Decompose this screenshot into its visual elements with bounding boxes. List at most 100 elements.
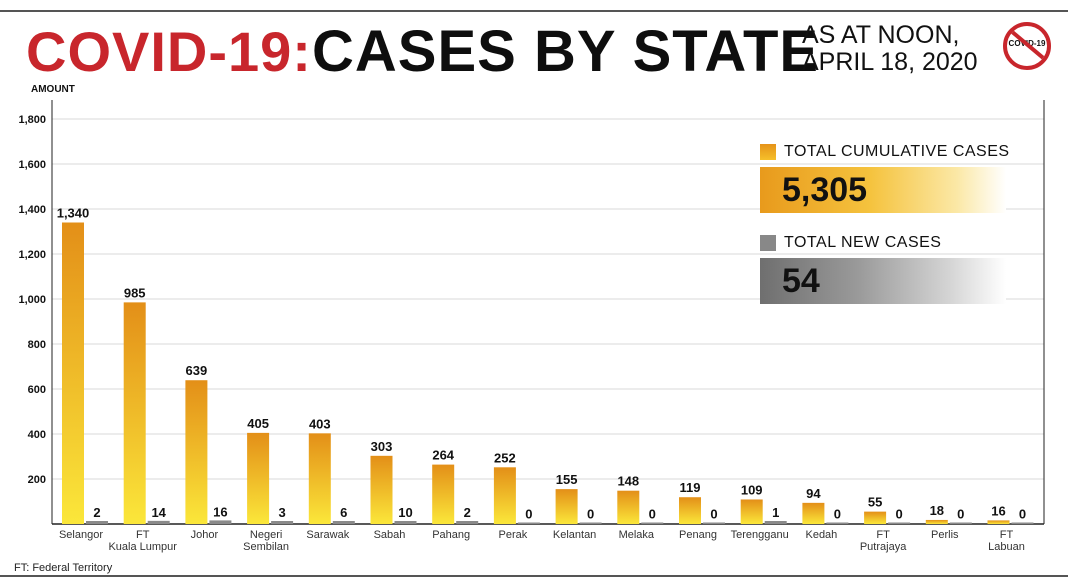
x-tick-label: Selangor <box>59 529 103 541</box>
bar-new <box>703 522 725 524</box>
value-label-cumulative: 148 <box>617 474 639 489</box>
new-swatch <box>760 235 776 251</box>
value-label-cumulative: 18 <box>930 503 944 518</box>
x-tick-label: Kedah <box>805 529 837 541</box>
bar-cumulative <box>925 519 948 524</box>
x-tick-label: Penang <box>679 529 717 541</box>
as-at-date: AS AT NOON, APRIL 18, 2020 <box>802 22 978 76</box>
bar-cumulative <box>555 489 578 524</box>
x-tick-label: Negeri <box>250 529 282 541</box>
x-tick-label: FT <box>136 529 150 541</box>
bar-new <box>579 522 602 524</box>
top-rule <box>0 10 1068 12</box>
y-tick-label: 1,400 <box>18 204 46 216</box>
value-label-new: 1 <box>772 505 779 520</box>
value-label-new: 3 <box>278 505 285 520</box>
x-tick-label: FT <box>876 529 890 541</box>
bar-cumulative <box>802 502 825 524</box>
x-tick-label: Sabah <box>374 529 406 541</box>
value-label-cumulative: 264 <box>432 448 454 463</box>
bar-cumulative <box>123 302 146 524</box>
y-tick-label: 1,000 <box>18 294 46 306</box>
y-tick-label: 400 <box>28 429 46 441</box>
no-covid-icon: COVID-19 <box>1003 22 1051 70</box>
bar-new <box>86 521 108 524</box>
value-label-new: 0 <box>710 507 717 522</box>
value-label-new: 0 <box>957 507 964 522</box>
bar-new <box>394 521 417 524</box>
bar-new <box>517 522 540 524</box>
x-tick-label: Labuan <box>988 541 1025 553</box>
bar-cumulative <box>185 380 208 524</box>
y-axis-label: AMOUNT <box>31 84 75 95</box>
x-tick-label: Sembilan <box>243 541 289 553</box>
bar-cumulative <box>740 499 763 524</box>
bars <box>62 222 1034 524</box>
bottom-rule <box>0 575 1068 577</box>
x-tick-label: Johor <box>191 529 219 541</box>
value-label-new: 14 <box>151 505 166 520</box>
value-label-cumulative: 403 <box>309 416 331 431</box>
value-label-new: 0 <box>1019 507 1026 522</box>
legend-cumulative: TOTAL CUMULATIVE CASES 5,305 <box>760 142 1010 213</box>
cumulative-total: 5,305 <box>760 167 1006 213</box>
as-at-line-2: APRIL 18, 2020 <box>802 48 978 76</box>
value-label-new: 2 <box>93 505 100 520</box>
value-label-new: 0 <box>834 507 841 522</box>
value-label-cumulative: 252 <box>494 450 516 465</box>
value-label-cumulative: 303 <box>371 439 393 454</box>
x-tick-label: Melaka <box>619 529 655 541</box>
x-tick-label: FT <box>1000 529 1014 541</box>
x-tick-label: Sarawak <box>306 529 349 541</box>
x-tick-label: Perlis <box>931 529 959 541</box>
covid-title: COVID-19: <box>26 20 312 83</box>
y-tick-label: 800 <box>28 339 46 351</box>
bar-cumulative <box>370 455 393 524</box>
gridlines <box>52 118 1044 480</box>
legend-new: TOTAL NEW CASES 54 <box>760 233 1010 304</box>
y-tick-label: 1,200 <box>18 249 46 261</box>
value-label-new: 0 <box>587 507 594 522</box>
value-label-new: 0 <box>895 507 902 522</box>
bar-cumulative <box>617 490 640 524</box>
value-label-cumulative: 16 <box>991 503 1005 518</box>
value-label-cumulative: 119 <box>680 480 701 495</box>
footnote: FT: Federal Territory <box>14 562 113 574</box>
bar-new <box>888 522 911 524</box>
bar-cumulative <box>987 520 1010 524</box>
page-title: CASES BY STATE <box>312 19 820 84</box>
cumulative-swatch <box>760 144 776 160</box>
value-label-cumulative: 405 <box>247 416 269 431</box>
new-cases-total: 54 <box>760 258 1006 304</box>
as-at-line-1: AS AT NOON, <box>802 21 960 49</box>
new-cases-label: TOTAL NEW CASES <box>784 234 942 251</box>
value-label-new: 6 <box>340 505 347 520</box>
x-tick-label: Kuala Lumpur <box>108 541 177 553</box>
value-label-new: 0 <box>525 507 532 522</box>
bar-cumulative <box>247 432 270 524</box>
y-tick-label: 200 <box>28 474 46 486</box>
value-label-cumulative: 94 <box>806 486 821 501</box>
x-tick-label: Kelantan <box>553 529 596 541</box>
value-label-new: 2 <box>464 505 471 520</box>
value-label-cumulative: 985 <box>124 285 146 300</box>
x-tick-label: Putrajaya <box>860 541 907 553</box>
x-tick-label: Pahang <box>432 529 470 541</box>
bar-new <box>764 521 787 524</box>
bar-new <box>209 520 232 524</box>
bar-new <box>332 521 355 524</box>
bar-new <box>949 522 972 524</box>
bar-cumulative <box>62 222 84 524</box>
value-label-new: 10 <box>398 505 412 520</box>
header: COVID-19: CASES BY STATE AS AT NOON, APR… <box>0 14 1068 84</box>
x-tick-label: Terengganu <box>731 529 789 541</box>
bar-cumulative <box>679 497 701 524</box>
bar-new <box>147 520 170 524</box>
cumulative-label: TOTAL CUMULATIVE CASES <box>784 143 1010 160</box>
bar-new <box>826 522 849 524</box>
y-tick-label: 600 <box>28 384 46 396</box>
bar-cumulative <box>493 467 516 524</box>
value-label-new: 16 <box>213 504 227 519</box>
